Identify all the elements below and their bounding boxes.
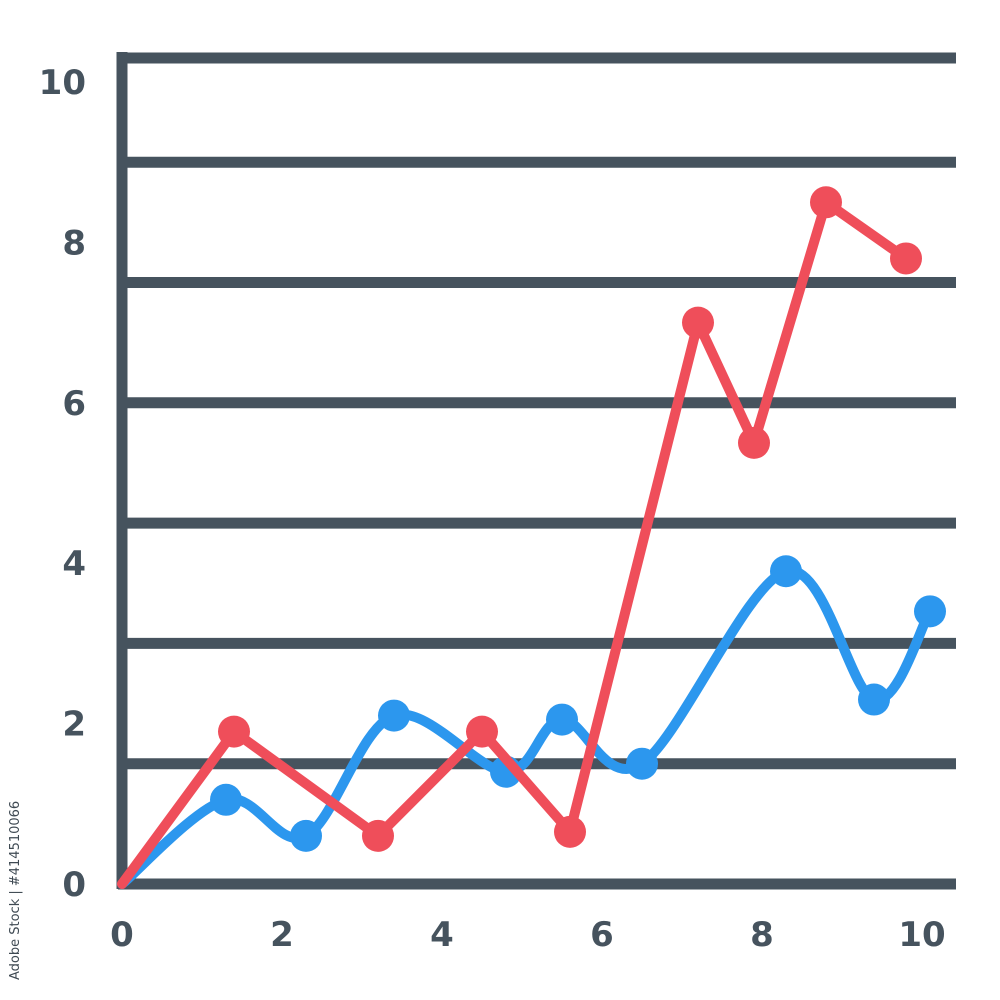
data-point	[682, 306, 714, 339]
data-point	[290, 819, 322, 852]
x-tick-label: 8	[750, 915, 774, 955]
y-tick-label: 10	[39, 63, 86, 103]
x-tick-label: 2	[270, 915, 294, 955]
data-point	[770, 555, 802, 588]
tick-labels: 0 2 4 6 8 10 0 2 4 6 8 10	[39, 63, 946, 955]
data-point	[810, 186, 842, 219]
data-point	[914, 595, 946, 628]
y-tick-label: 6	[62, 384, 86, 424]
grid-lines	[118, 52, 956, 890]
y-tick-label: 4	[62, 544, 86, 584]
x-tick-label: 0	[110, 915, 134, 955]
data-point	[890, 242, 922, 275]
y-tick-label: 2	[62, 705, 86, 745]
data-point	[738, 426, 770, 459]
x-tick-label: 6	[590, 915, 614, 955]
data-point	[466, 715, 498, 748]
data-point	[210, 783, 242, 816]
series-red	[117, 186, 922, 889]
data-point	[554, 815, 586, 848]
credit-text: Adobe Stock | #414510066	[8, 800, 23, 980]
data-point	[858, 683, 890, 716]
series-layer	[117, 186, 946, 889]
data-point	[546, 703, 578, 736]
y-tick-label: 8	[62, 223, 86, 263]
data-point	[626, 747, 658, 780]
x-tick-label: 10	[898, 915, 945, 955]
data-point	[378, 699, 410, 732]
data-point	[362, 819, 394, 852]
series-blue	[117, 555, 946, 889]
data-point	[218, 715, 250, 748]
x-tick-label: 4	[430, 915, 454, 955]
y-tick-label: 0	[62, 865, 86, 905]
